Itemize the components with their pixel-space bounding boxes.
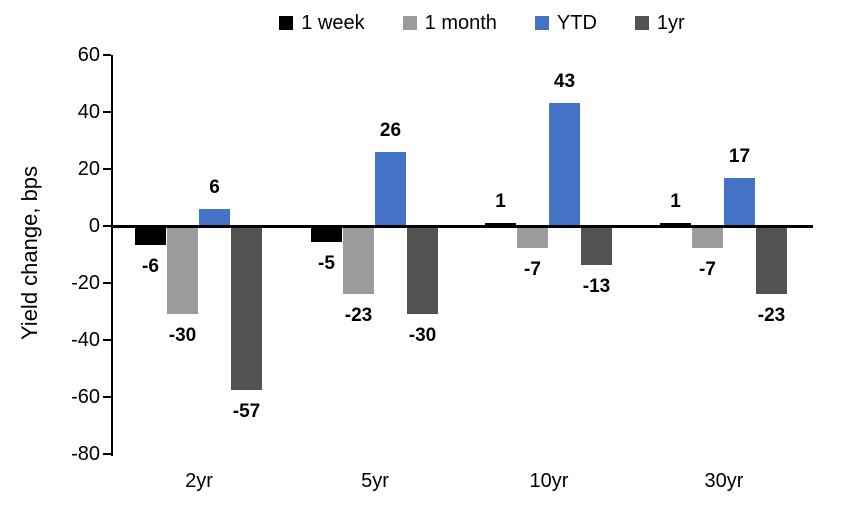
bar-2yr-ytd	[199, 209, 230, 226]
category-label-10yr: 10yr	[529, 470, 569, 492]
legend-swatch-1yr	[634, 16, 649, 30]
bar-5yr-1-month	[343, 228, 374, 294]
y-tick-label--60: -60	[71, 386, 100, 408]
legend-swatch-1-week	[279, 16, 294, 30]
y-tick-label-20: 20	[77, 158, 100, 180]
bar-label-30yr-1yr: -23	[757, 305, 786, 326]
bar-label-10yr-1-week: 1	[495, 191, 506, 212]
y-tick-label--80: -80	[71, 443, 100, 465]
y-tick-20	[103, 168, 111, 170]
bar-label-2yr-ytd: 6	[209, 177, 220, 198]
y-tick--60	[103, 396, 111, 398]
legend-item-ytd: YTD	[534, 11, 597, 35]
bar-label-5yr-1yr: -30	[408, 325, 437, 346]
bar-30yr-ytd	[724, 178, 755, 226]
y-tick--40	[103, 339, 111, 341]
y-tick-0	[103, 225, 111, 227]
legend-swatch-1-month	[402, 16, 417, 30]
bar-2yr-1-week	[135, 228, 166, 245]
y-tick-label--40: -40	[71, 329, 100, 351]
legend-label-1-week: 1 week	[301, 11, 365, 34]
bar-label-30yr-1-month: -7	[699, 259, 716, 280]
bar-label-30yr-ytd: 17	[728, 146, 751, 167]
bar-10yr-1yr	[581, 228, 612, 265]
y-tick-label-40: 40	[77, 101, 100, 123]
bar-30yr-1-month	[692, 228, 723, 248]
legend-item-1-month: 1 month	[402, 11, 497, 35]
bar-10yr-ytd	[549, 103, 580, 226]
category-label-2yr: 2yr	[185, 470, 213, 492]
y-tick-label-60: 60	[77, 44, 100, 66]
legend-item-1yr: 1yr	[634, 11, 685, 35]
bar-10yr-1-week	[485, 223, 516, 226]
bar-label-2yr-1-week: -6	[142, 256, 159, 277]
y-tick-label--20: -20	[71, 272, 100, 294]
bar-5yr-ytd	[375, 152, 406, 226]
legend-swatch-ytd	[534, 16, 549, 30]
category-label-5yr: 5yr	[361, 470, 389, 492]
bar-label-10yr-ytd: 43	[553, 71, 576, 92]
legend-label-1yr: 1yr	[656, 11, 685, 34]
bar-label-2yr-1-month: -30	[168, 325, 197, 346]
y-tick-label-0: 0	[88, 215, 100, 237]
bar-30yr-1yr	[756, 228, 787, 294]
zero-line	[111, 225, 813, 228]
y-tick--20	[103, 282, 111, 284]
bar-label-10yr-1yr: -13	[582, 276, 611, 297]
y-tick-40	[103, 111, 111, 113]
legend-label-1-month: 1 month	[424, 11, 497, 34]
bar-2yr-1yr	[231, 228, 262, 390]
bar-label-5yr-1-week: -5	[318, 253, 335, 274]
bar-label-5yr-1-month: -23	[344, 305, 373, 326]
y-axis-line	[111, 55, 113, 456]
chart-legend: 1 week 1 month YTD 1yr	[112, 8, 852, 38]
bar-10yr-1-month	[517, 228, 548, 248]
bar-label-10yr-1-month: -7	[524, 259, 541, 280]
y-axis-title: Yield change, bps	[17, 165, 42, 341]
legend-label-ytd: YTD	[556, 11, 597, 34]
bar-5yr-1yr	[407, 228, 438, 314]
bar-5yr-1-week	[311, 228, 342, 242]
bar-30yr-1-week	[660, 223, 691, 226]
y-tick--80	[103, 453, 111, 455]
bar-2yr-1-month	[167, 228, 198, 314]
category-label-30yr: 30yr	[704, 470, 744, 492]
bar-label-5yr-ytd: 26	[379, 120, 402, 141]
bar-label-30yr-1-week: 1	[670, 191, 681, 212]
legend-item-1-week: 1 week	[279, 11, 365, 35]
y-tick-60	[103, 54, 111, 56]
bar-label-2yr-1yr: -57	[232, 401, 261, 422]
